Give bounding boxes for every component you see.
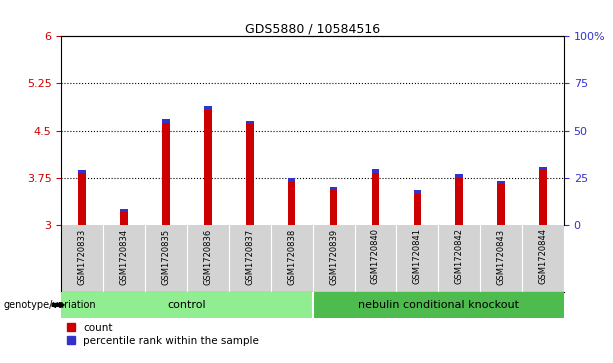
Bar (246, 121, 254, 125)
Bar (539, 167, 547, 170)
Text: GSM1720834: GSM1720834 (120, 228, 129, 285)
Bar (497, 184, 505, 225)
Text: GSM1720833: GSM1720833 (78, 228, 87, 285)
Title: GDS5880 / 10584516: GDS5880 / 10584516 (245, 22, 380, 35)
Bar (78, 170, 86, 173)
Bar (120, 209, 128, 212)
Bar (204, 110, 211, 225)
Bar (455, 178, 463, 225)
Text: genotype/variation: genotype/variation (3, 300, 96, 310)
Text: control: control (167, 300, 207, 310)
Text: GSM1720843: GSM1720843 (497, 228, 506, 285)
Text: GSM1720839: GSM1720839 (329, 228, 338, 285)
Bar (371, 173, 379, 225)
Bar (497, 181, 505, 184)
Bar (371, 169, 379, 173)
Bar (288, 179, 295, 182)
Text: GSM1720842: GSM1720842 (455, 228, 464, 285)
Bar (539, 170, 547, 225)
Text: GSM1720841: GSM1720841 (413, 228, 422, 285)
Bar (246, 125, 254, 225)
Bar (204, 106, 211, 110)
Bar (330, 191, 337, 225)
Text: GSM1720840: GSM1720840 (371, 228, 380, 285)
Bar (455, 174, 463, 178)
Bar (162, 119, 170, 122)
Text: GSM1720838: GSM1720838 (287, 228, 296, 285)
Bar (78, 173, 86, 225)
Bar (61, 292, 313, 318)
Text: nebulin conditional knockout: nebulin conditional knockout (358, 300, 519, 310)
Bar (313, 292, 564, 318)
Legend: count, percentile rank within the sample: count, percentile rank within the sample (66, 323, 259, 346)
Bar (120, 212, 128, 225)
Text: GSM1720835: GSM1720835 (161, 228, 170, 285)
Text: GSM1720844: GSM1720844 (538, 228, 547, 285)
Bar (330, 187, 337, 191)
Text: GSM1720837: GSM1720837 (245, 228, 254, 285)
Text: GSM1720836: GSM1720836 (204, 228, 213, 285)
Bar (414, 191, 421, 193)
Bar (162, 122, 170, 225)
Bar (288, 182, 295, 225)
Bar (414, 193, 421, 225)
